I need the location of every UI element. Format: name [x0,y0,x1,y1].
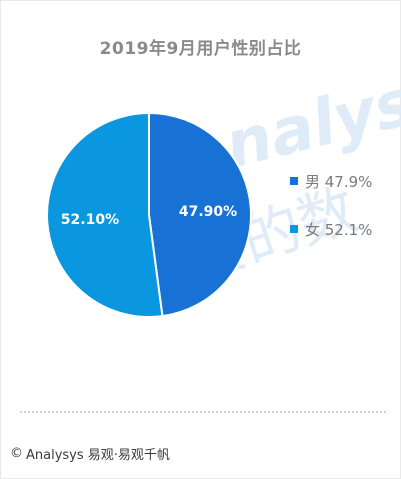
source-text: Analysys 易观·易观千帆 [26,448,170,463]
legend-label-female: 女 52.1% [305,220,373,239]
legend-item-female: 女 52.1% [290,218,372,240]
legend-swatch-male [290,177,298,185]
legend-swatch-female [290,225,298,233]
legend-item-male: 男 47.9% [290,170,372,192]
data-label-male: 47.90% [179,204,237,220]
pie-slice-female [46,111,164,318]
footer-divider [20,411,386,413]
chart-title: 2019年9月用户性别占比 [99,39,302,59]
pie-slice-male [148,111,252,318]
legend-label-male: 男 47.9% [305,172,373,191]
copyright-icon: © [10,446,23,461]
source-footer: © Analysys 易观·易观千帆 [10,444,170,463]
legend: 男 47.9% 女 52.1% [290,170,372,266]
data-label-female: 52.10% [61,212,119,228]
